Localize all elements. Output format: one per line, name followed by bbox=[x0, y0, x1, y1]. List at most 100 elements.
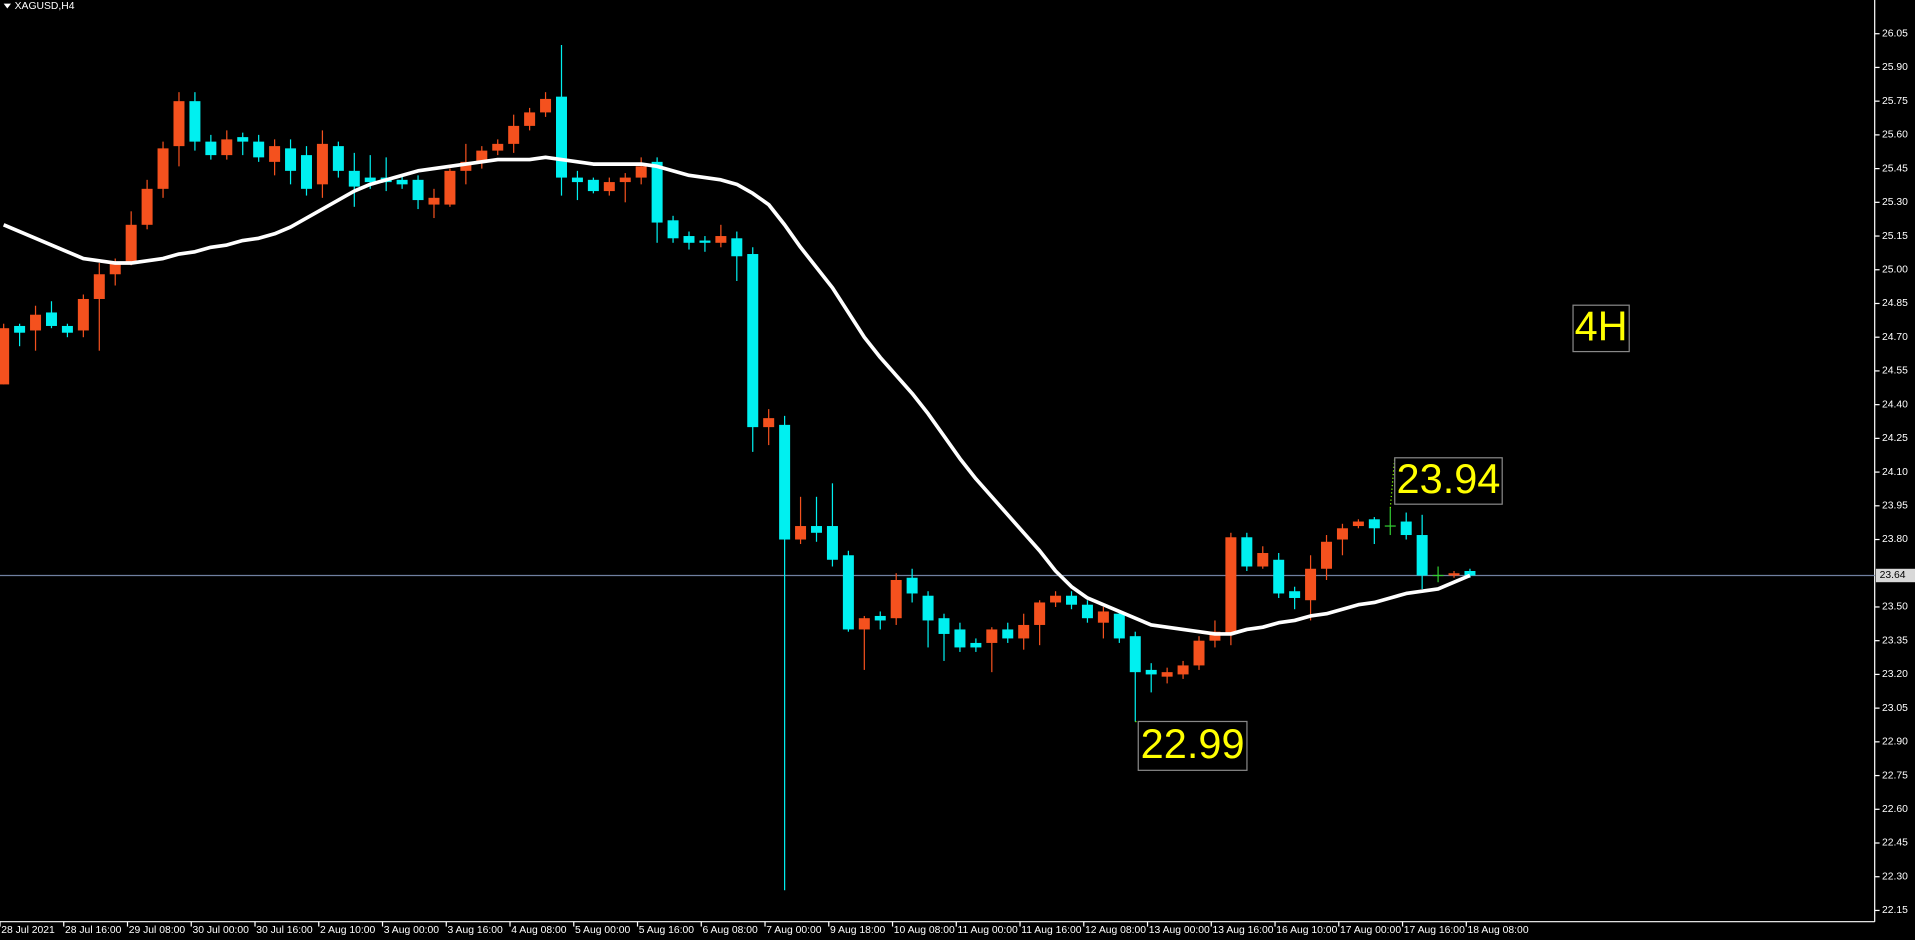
x-tick-label: 6 Aug 08:00 bbox=[702, 925, 758, 936]
y-tick-label: 23.05 bbox=[1882, 703, 1908, 714]
candle-body bbox=[205, 141, 217, 156]
candle-body bbox=[540, 98, 552, 113]
y-tick-label: 25.15 bbox=[1882, 231, 1908, 242]
candle-body bbox=[970, 642, 982, 648]
candle-body bbox=[667, 220, 679, 239]
y-tick-label: 23.20 bbox=[1882, 669, 1908, 680]
candle-body bbox=[1241, 537, 1253, 567]
candle-body bbox=[1464, 570, 1476, 576]
candle-body bbox=[603, 182, 615, 192]
x-tick-label: 11 Aug 16:00 bbox=[1021, 925, 1082, 936]
chart-title: XAGUSD,H4 bbox=[15, 1, 75, 12]
candle-body bbox=[1225, 537, 1237, 634]
x-tick-label: 30 Jul 16:00 bbox=[256, 925, 313, 936]
x-tick-label: 2 Aug 10:00 bbox=[320, 925, 376, 936]
candle-body bbox=[253, 141, 265, 158]
candle-body bbox=[348, 170, 360, 187]
y-tick-label: 25.75 bbox=[1882, 96, 1908, 107]
candle-body bbox=[1400, 521, 1412, 536]
candle-body bbox=[157, 148, 169, 189]
candle-body bbox=[986, 629, 998, 643]
candle-body bbox=[30, 314, 42, 331]
candle-body bbox=[285, 148, 297, 171]
x-tick-label: 16 Aug 10:00 bbox=[1276, 925, 1337, 936]
candle-body bbox=[890, 579, 902, 619]
y-tick-label: 24.10 bbox=[1882, 467, 1908, 478]
y-tick-label: 22.75 bbox=[1882, 770, 1908, 781]
candle-body bbox=[1368, 519, 1380, 529]
candle-body bbox=[173, 101, 185, 147]
symbol-menu-icon[interactable] bbox=[3, 3, 11, 9]
annotation-label: 22.99 bbox=[1141, 720, 1245, 767]
x-tick-label: 13 Aug 16:00 bbox=[1213, 925, 1274, 936]
candle-body bbox=[93, 274, 105, 299]
candle-body bbox=[651, 161, 663, 223]
candle-body bbox=[300, 155, 312, 189]
candle-body bbox=[587, 179, 599, 192]
annotation-box bbox=[1137, 720, 1248, 771]
candle-body bbox=[1257, 553, 1269, 567]
candle-body bbox=[476, 150, 488, 162]
annotation-label: 23.94 bbox=[1397, 455, 1501, 502]
x-tick-label: 3 Aug 00:00 bbox=[384, 925, 440, 936]
candle-body bbox=[269, 146, 281, 162]
y-tick-label: 25.60 bbox=[1882, 130, 1908, 141]
y-tick-label: 23.35 bbox=[1882, 635, 1908, 646]
candle-body bbox=[779, 424, 791, 540]
candle-body bbox=[444, 170, 456, 205]
annotation-box bbox=[1572, 304, 1630, 353]
annotation-label: 4H bbox=[1575, 303, 1628, 350]
x-tick-label: 28 Jul 16:00 bbox=[65, 925, 122, 936]
x-tick-label: 5 Aug 16:00 bbox=[639, 925, 695, 936]
candle-body bbox=[1177, 665, 1189, 675]
y-tick-label: 22.45 bbox=[1882, 838, 1908, 849]
y-tick-label: 23.50 bbox=[1882, 602, 1908, 613]
candle-body bbox=[938, 618, 950, 634]
candle-body bbox=[524, 112, 536, 126]
candle-body bbox=[1416, 535, 1428, 576]
x-tick-label: 29 Jul 08:00 bbox=[129, 925, 186, 936]
candle-body bbox=[221, 139, 233, 156]
y-tick-label: 25.90 bbox=[1882, 62, 1908, 73]
y-tick-label: 24.40 bbox=[1882, 399, 1908, 410]
candle-body bbox=[795, 526, 807, 540]
annotation-box bbox=[1394, 457, 1503, 505]
candle-body bbox=[842, 555, 854, 630]
candle-body bbox=[189, 101, 201, 142]
y-tick-label: 23.95 bbox=[1882, 501, 1908, 512]
candle-body bbox=[1050, 595, 1062, 603]
candle-body bbox=[141, 188, 153, 225]
candle-body bbox=[45, 312, 57, 326]
x-tick-label: 30 Jul 00:00 bbox=[192, 925, 249, 936]
candle-body bbox=[428, 197, 440, 205]
candle-body bbox=[555, 96, 567, 178]
candle-body bbox=[1336, 528, 1348, 540]
candle-body bbox=[125, 224, 137, 264]
candle-body bbox=[1305, 568, 1317, 601]
candle-body bbox=[826, 526, 838, 560]
x-tick-label: 18 Aug 08:00 bbox=[1468, 925, 1529, 936]
candle-body bbox=[364, 177, 376, 183]
candle-body bbox=[1002, 629, 1014, 639]
candle-body bbox=[571, 177, 583, 183]
candle-body bbox=[699, 240, 711, 243]
y-tick-label: 22.15 bbox=[1882, 905, 1908, 916]
candle-body bbox=[1289, 591, 1301, 598]
y-tick-label: 25.30 bbox=[1882, 197, 1908, 208]
y-tick-label: 24.25 bbox=[1882, 433, 1908, 444]
candle-body bbox=[1273, 559, 1285, 594]
x-tick-label: 5 Aug 00:00 bbox=[575, 925, 631, 936]
candle-body bbox=[858, 618, 870, 630]
candle-body bbox=[731, 238, 743, 257]
x-tick-label: 11 Aug 00:00 bbox=[958, 925, 1019, 936]
candle-body bbox=[922, 595, 934, 621]
candle-body bbox=[1113, 613, 1125, 639]
moving-average-line bbox=[2, 155, 1471, 636]
y-tick-label: 23.80 bbox=[1882, 534, 1908, 545]
y-tick-label: 22.60 bbox=[1882, 804, 1908, 815]
y-tick-label: 24.85 bbox=[1882, 298, 1908, 309]
candle-body bbox=[619, 177, 631, 183]
candle-body bbox=[316, 143, 328, 185]
